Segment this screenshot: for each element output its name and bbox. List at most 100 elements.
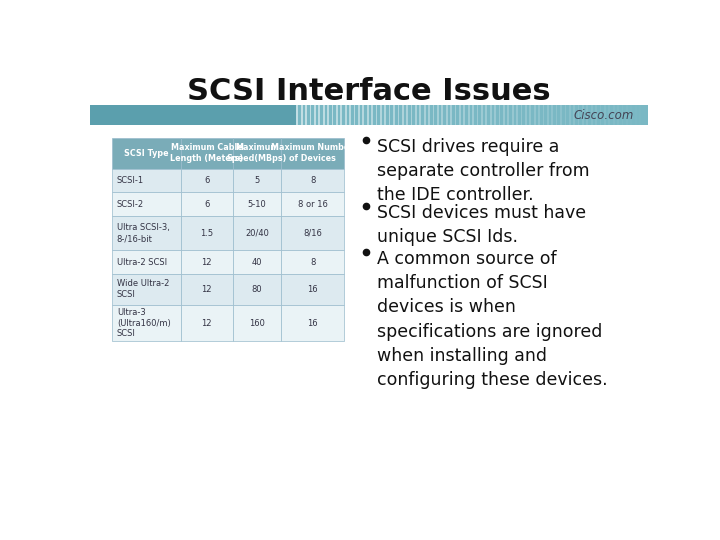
Bar — [582, 105, 584, 125]
Bar — [433, 105, 434, 125]
Bar — [181, 305, 233, 341]
Bar — [349, 105, 351, 125]
Bar — [547, 105, 549, 125]
Text: A common source of
malfunction of SCSI
devices is when
specifications are ignore: A common source of malfunction of SCSI d… — [377, 250, 608, 389]
Bar — [543, 105, 544, 125]
Bar — [406, 105, 408, 125]
Bar — [233, 305, 282, 341]
Text: 8 or 16: 8 or 16 — [297, 200, 328, 209]
Bar — [282, 168, 344, 192]
Bar — [327, 105, 329, 125]
Bar — [358, 105, 360, 125]
Bar — [573, 105, 575, 125]
Bar — [389, 105, 390, 125]
Bar — [314, 105, 316, 125]
Bar — [529, 105, 531, 125]
Bar — [332, 105, 333, 125]
Bar — [635, 105, 636, 125]
Bar — [446, 105, 448, 125]
Bar — [181, 216, 233, 250]
Bar — [384, 105, 386, 125]
Text: SCSI Interface Issues: SCSI Interface Issues — [187, 77, 551, 106]
Text: 12: 12 — [202, 285, 212, 294]
Bar — [577, 105, 580, 125]
Bar — [415, 105, 417, 125]
Text: SCSI drives require a
separate controller from
the IDE controller.: SCSI drives require a separate controlle… — [377, 138, 590, 204]
Bar — [233, 168, 282, 192]
Bar — [282, 274, 344, 305]
Bar — [376, 105, 377, 125]
Bar — [354, 105, 356, 125]
Text: 16: 16 — [307, 285, 318, 294]
Text: Maximum Number
of Devices: Maximum Number of Devices — [271, 143, 354, 163]
Bar — [591, 105, 593, 125]
Bar — [631, 105, 632, 125]
Bar — [301, 105, 302, 125]
Bar — [600, 105, 601, 125]
Bar — [233, 138, 282, 168]
Bar — [112, 216, 181, 250]
Bar — [485, 105, 487, 125]
Text: 5: 5 — [254, 176, 260, 185]
Bar — [481, 105, 483, 125]
Bar — [613, 105, 615, 125]
Bar — [644, 105, 645, 125]
Bar — [639, 105, 641, 125]
Text: 8: 8 — [310, 176, 315, 185]
Bar — [512, 105, 513, 125]
Text: SCSI-2: SCSI-2 — [117, 200, 144, 209]
Bar — [494, 105, 496, 125]
Bar — [181, 138, 233, 168]
Bar — [525, 105, 527, 125]
Bar — [112, 305, 181, 341]
Bar — [508, 105, 509, 125]
Bar — [112, 168, 181, 192]
Bar — [282, 250, 344, 274]
Bar — [428, 105, 430, 125]
Text: 16: 16 — [307, 319, 318, 328]
Text: SCSI devices must have
unique SCSI Ids.: SCSI devices must have unique SCSI Ids. — [377, 204, 587, 246]
Bar — [282, 216, 344, 250]
Bar — [521, 105, 522, 125]
Bar — [233, 274, 282, 305]
Bar — [626, 105, 628, 125]
Bar — [477, 105, 478, 125]
Text: 160: 160 — [249, 319, 265, 328]
Bar — [503, 105, 505, 125]
Text: 40: 40 — [252, 258, 262, 267]
Bar — [424, 105, 426, 125]
Bar — [181, 274, 233, 305]
Bar — [181, 168, 233, 192]
Bar — [297, 105, 298, 125]
Bar — [112, 250, 181, 274]
Bar — [318, 105, 320, 125]
Text: Ultra SCSI-3,
8-/16-bit: Ultra SCSI-3, 8-/16-bit — [117, 224, 170, 243]
Text: 5-10: 5-10 — [248, 200, 266, 209]
Bar — [112, 192, 181, 216]
Bar — [393, 105, 395, 125]
Bar — [604, 105, 606, 125]
Text: Maximum
Speed(MBps): Maximum Speed(MBps) — [227, 143, 287, 163]
Text: SCSI-1: SCSI-1 — [117, 176, 144, 185]
Bar — [397, 105, 400, 125]
Bar — [366, 105, 369, 125]
Text: Ultra-2 SCSI: Ultra-2 SCSI — [117, 258, 167, 267]
Bar — [402, 105, 404, 125]
Bar — [112, 274, 181, 305]
Text: 6: 6 — [204, 176, 210, 185]
Bar — [310, 105, 312, 125]
Bar — [516, 105, 518, 125]
Bar — [181, 250, 233, 274]
Bar — [608, 105, 611, 125]
Bar — [538, 105, 540, 125]
Bar — [336, 105, 338, 125]
Text: 12: 12 — [202, 258, 212, 267]
Bar — [595, 105, 597, 125]
Text: 8/16: 8/16 — [303, 229, 322, 238]
Bar — [372, 105, 373, 125]
Bar — [233, 250, 282, 274]
Bar — [380, 105, 382, 125]
Bar — [498, 105, 500, 125]
Bar — [181, 192, 233, 216]
Text: 20/40: 20/40 — [245, 229, 269, 238]
